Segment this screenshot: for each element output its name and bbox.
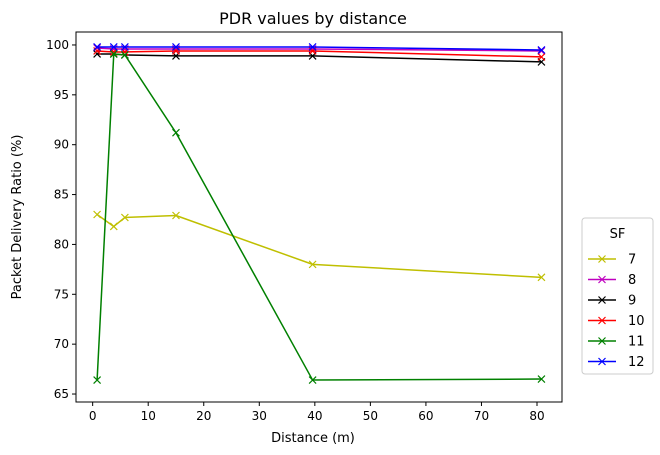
y-tick-label: 95 xyxy=(54,88,69,102)
legend-item-sf-7: 7 xyxy=(588,253,636,268)
y-tick-label: 75 xyxy=(54,287,69,301)
legend-item-sf-12: 12 xyxy=(588,355,645,370)
x-tick-label: 70 xyxy=(474,409,489,423)
legend-label: 11 xyxy=(628,335,645,350)
data-point-sf-7 xyxy=(172,211,180,220)
series-sf-9 xyxy=(93,50,546,66)
data-point-sf-7 xyxy=(109,222,118,231)
data-point-sf-12 xyxy=(93,43,102,51)
y-tick-label: 80 xyxy=(54,237,69,251)
legend-marker xyxy=(598,357,606,366)
series-line-sf-7 xyxy=(96,213,542,279)
legend-label: 8 xyxy=(628,273,636,288)
y-tick-label: 100 xyxy=(46,38,69,52)
data-point-sf-12 xyxy=(120,43,129,51)
x-tick-label: 0 xyxy=(89,409,97,423)
plot-area xyxy=(93,43,546,384)
data-point-sf-12 xyxy=(172,43,180,51)
data-point-sf-7 xyxy=(93,210,102,219)
x-tick-label: 10 xyxy=(141,409,156,423)
y-axis: 65 70 75 80 85 90 95 100 xyxy=(46,38,76,401)
data-point-sf-11 xyxy=(120,51,129,59)
x-tick-label: 40 xyxy=(307,409,322,423)
x-axis: 0 10 20 30 40 50 60 70 80 xyxy=(89,402,545,423)
legend-marker xyxy=(598,275,606,284)
legend: SF 7 8 9 10 11 12 xyxy=(581,217,654,375)
y-tick-label: 90 xyxy=(54,138,69,152)
chart-title: PDR values by distance xyxy=(219,9,407,28)
series-line-sf-11 xyxy=(96,53,542,381)
data-point-sf-10 xyxy=(537,53,546,61)
legend-marker xyxy=(598,296,606,304)
legend-label: 7 xyxy=(628,253,636,268)
x-tick-label: 30 xyxy=(252,409,267,423)
y-tick-label: 70 xyxy=(54,337,69,351)
y-tick-label: 65 xyxy=(54,387,69,401)
data-point-sf-7 xyxy=(537,273,546,282)
data-point-sf-12 xyxy=(308,43,317,51)
legend-marker xyxy=(598,316,606,325)
series-sf-7 xyxy=(93,210,546,282)
data-point-sf-12 xyxy=(109,43,118,51)
data-point-sf-12 xyxy=(537,46,546,54)
x-tick-label: 50 xyxy=(363,409,378,423)
legend-item-sf-9: 9 xyxy=(588,294,636,309)
data-point-sf-11 xyxy=(109,50,118,58)
legend-marker xyxy=(598,255,606,263)
series-sf-11 xyxy=(93,50,546,384)
legend-item-sf-10: 10 xyxy=(588,314,645,329)
data-point-sf-7 xyxy=(308,260,317,269)
legend-label: 9 xyxy=(628,294,636,309)
data-point-sf-11 xyxy=(172,128,180,137)
data-point-sf-11 xyxy=(308,376,317,384)
y-axis-title: Packet Delivery Ratio (%) xyxy=(10,135,25,300)
series-sf-12 xyxy=(93,43,546,54)
data-point-sf-8 xyxy=(93,44,102,52)
plot-frame xyxy=(75,31,563,403)
series-line-sf-12 xyxy=(97,46,542,51)
data-point-sf-8 xyxy=(537,47,546,55)
x-tick-label: 20 xyxy=(196,409,211,423)
y-tick-label: 85 xyxy=(54,188,69,202)
data-point-sf-7 xyxy=(120,213,129,222)
legend-title: SF xyxy=(610,227,626,242)
data-point-sf-11 xyxy=(537,375,546,383)
legend-marker xyxy=(598,337,606,345)
legend-item-sf-11: 11 xyxy=(588,335,645,350)
data-point-sf-11 xyxy=(93,376,102,384)
legend-label: 12 xyxy=(628,355,645,370)
x-tick-label: 80 xyxy=(529,409,544,423)
legend-label: 10 xyxy=(628,314,645,329)
legend-item-sf-8: 8 xyxy=(588,273,636,288)
x-tick-label: 60 xyxy=(418,409,433,423)
x-axis-title: Distance (m) xyxy=(271,431,355,446)
